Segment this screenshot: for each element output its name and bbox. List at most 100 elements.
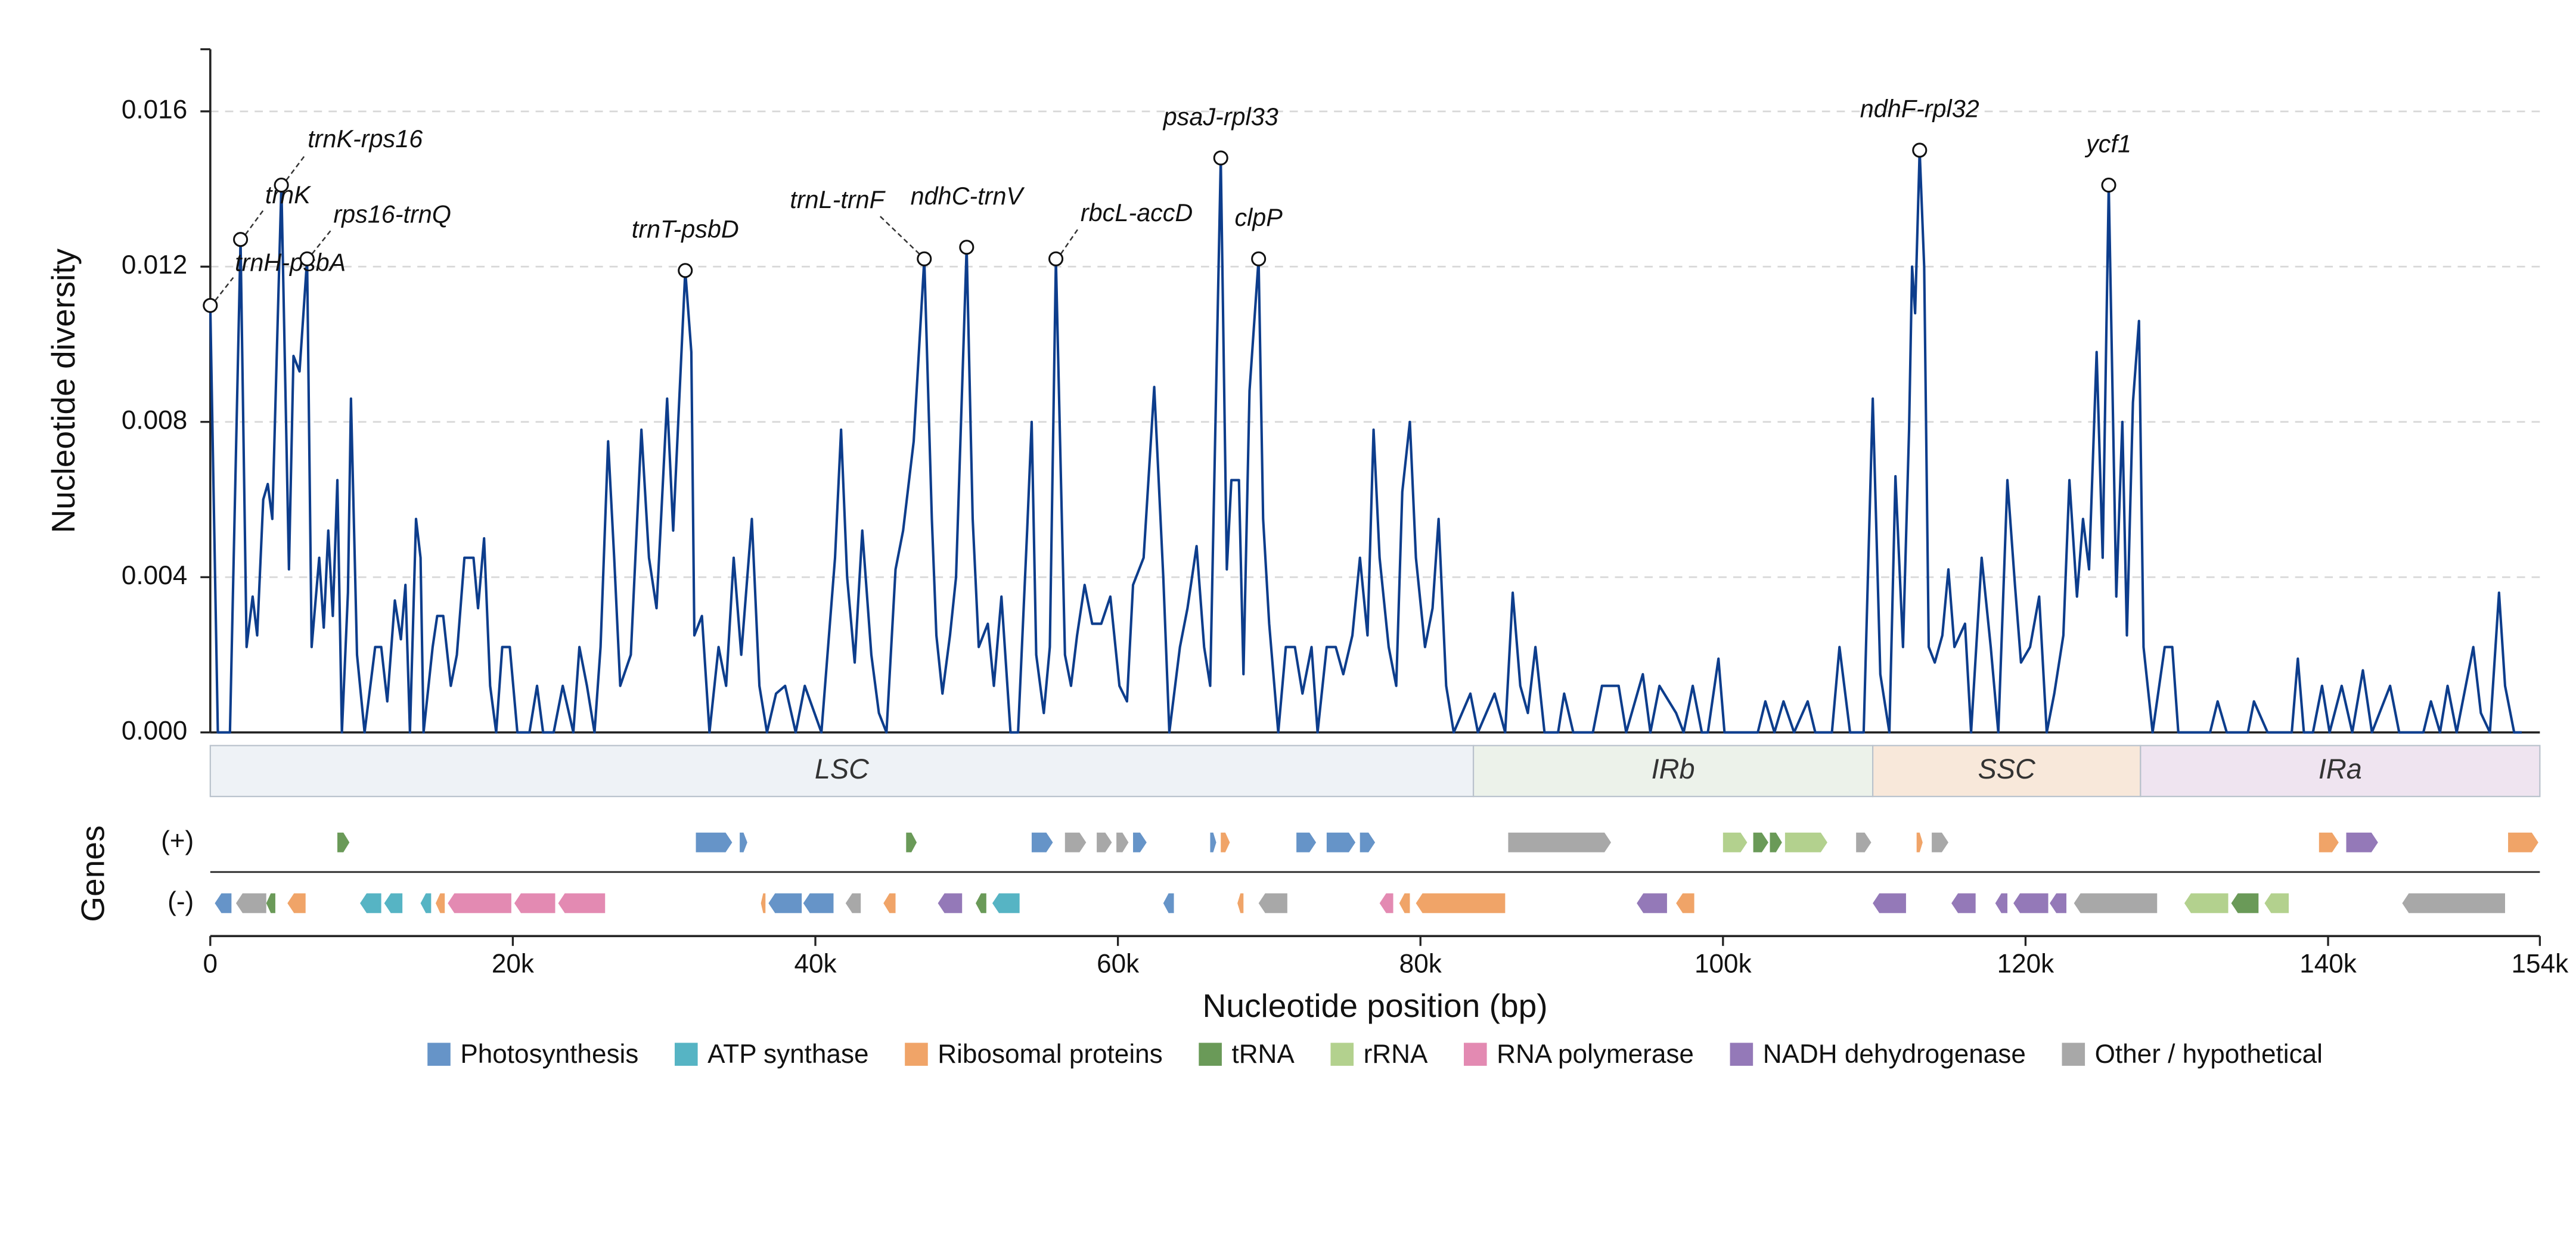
peak-marker	[203, 297, 218, 313]
track-label: (-)	[167, 887, 194, 916]
annotation-leader	[311, 228, 333, 255]
annotation-label: ndhC-trnV	[911, 182, 1025, 210]
gene	[2346, 832, 2378, 852]
annotation-leader	[1060, 227, 1080, 255]
gene	[1064, 832, 1087, 852]
x-tick-label: 0	[203, 950, 218, 979]
x-tick-label: 154k	[2512, 950, 2569, 979]
annotation-label: rbcL-accD	[1081, 199, 1193, 227]
region-label: IRb	[1652, 753, 1695, 784]
gene	[1258, 893, 1287, 913]
peak-marker	[1048, 251, 1064, 266]
annotation-leader	[244, 209, 265, 235]
gene	[1508, 832, 1612, 852]
annotation-leader	[877, 213, 920, 255]
legend-label: Ribosomal proteins	[938, 1040, 1162, 1069]
legend-label: NADH dehydrogenase	[1763, 1040, 2026, 1069]
gene	[360, 893, 381, 913]
gene	[845, 893, 861, 913]
legend-swatch	[675, 1043, 698, 1066]
peak-marker	[1251, 251, 1267, 266]
annotation-label: psaJ-rpl33	[1162, 103, 1278, 131]
gene	[435, 893, 445, 913]
track-label: (+)	[161, 826, 194, 855]
region-label: LSC	[815, 753, 870, 784]
gene	[2074, 893, 2158, 913]
gene	[906, 832, 917, 852]
gene	[938, 893, 963, 913]
peak-marker	[1213, 150, 1228, 166]
annotation-label: clpP	[1234, 204, 1283, 231]
gene	[2402, 893, 2505, 913]
x-tick-label: 60k	[1097, 950, 1140, 979]
gene	[2013, 893, 2049, 913]
gene	[2264, 893, 2289, 913]
x-tick-label: 40k	[794, 950, 837, 979]
gene	[1676, 893, 1694, 913]
gene	[1932, 832, 1949, 852]
gene	[761, 893, 766, 913]
gene	[1856, 832, 1872, 852]
gene	[1097, 832, 1112, 852]
gene	[1995, 893, 2007, 913]
region	[1872, 745, 2142, 798]
genes-label: Genes	[74, 825, 111, 922]
peak-marker	[917, 251, 932, 266]
legend-label: ATP synthase	[707, 1040, 868, 1069]
gene	[740, 832, 747, 852]
legend-swatch	[1463, 1043, 1487, 1066]
legend-label: Other / hypothetical	[2095, 1040, 2323, 1069]
gene	[696, 832, 733, 852]
peak-marker	[233, 232, 249, 247]
gene	[337, 832, 350, 852]
peak-marker	[274, 178, 289, 193]
gene	[992, 893, 1020, 913]
gene	[1379, 893, 1393, 913]
legend-swatch	[1199, 1043, 1222, 1066]
y-axis-label: Nucleotide diversity	[45, 248, 82, 533]
gene	[1416, 893, 1506, 913]
gene	[1163, 893, 1174, 913]
peak-marker	[959, 240, 974, 255]
annotation-label: trnT-psbD	[632, 216, 739, 243]
legend-swatch	[905, 1043, 928, 1066]
legend-swatch	[427, 1043, 451, 1066]
region-label: SSC	[1978, 753, 2036, 784]
region	[2140, 745, 2541, 798]
gene	[215, 893, 232, 913]
legend-label: Photosynthesis	[460, 1040, 638, 1069]
legend-swatch	[1730, 1043, 1753, 1066]
gene	[1784, 832, 1827, 852]
legend-label: RNA polymerase	[1497, 1040, 1694, 1069]
gene	[2050, 893, 2066, 913]
gene	[448, 893, 511, 913]
annotation-label: ndhF-rpl32	[1860, 95, 1979, 123]
annotation-label: trnL-trnF	[790, 186, 886, 213]
gene	[235, 893, 266, 913]
gene	[1722, 832, 1748, 852]
gene	[266, 893, 275, 913]
x-tick-label: 140k	[2299, 950, 2357, 979]
gene	[1753, 832, 1768, 852]
x-tick-label: 120k	[1997, 950, 2055, 979]
gene	[976, 893, 986, 913]
gene	[1326, 832, 1356, 852]
annotation-leader	[215, 277, 234, 301]
peak-marker	[678, 263, 693, 278]
gene	[1221, 832, 1230, 852]
legend-label: rRNA	[1364, 1040, 1428, 1069]
gene	[2508, 832, 2538, 852]
x-tick-label: 20k	[492, 950, 535, 979]
gene	[883, 893, 896, 913]
peak-marker	[1912, 142, 1928, 158]
gene	[1031, 832, 1053, 852]
gene	[1116, 832, 1129, 852]
diversity-line	[209, 148, 2522, 734]
gene	[1237, 893, 1244, 913]
peak-marker	[299, 251, 315, 266]
gene	[1360, 832, 1376, 852]
gene	[287, 893, 306, 913]
gene	[1296, 832, 1317, 852]
legend-swatch	[1330, 1043, 1354, 1066]
